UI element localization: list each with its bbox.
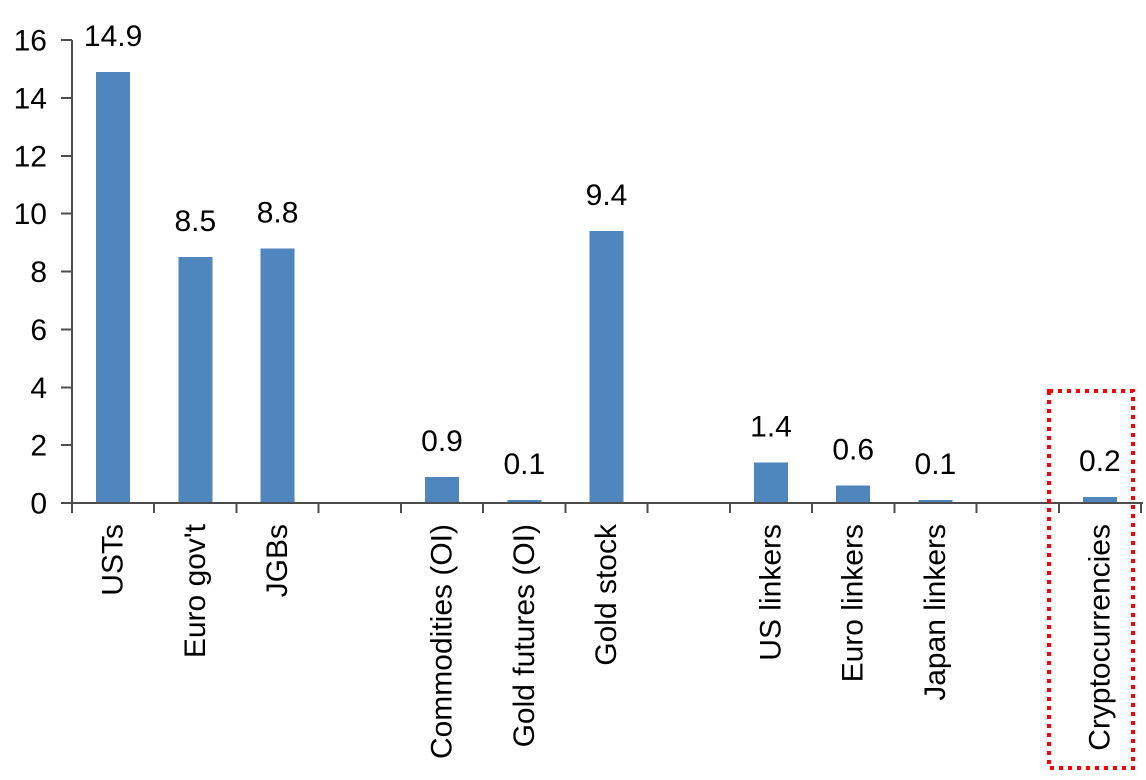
value-label-jgbs: 8.8 bbox=[257, 196, 299, 229]
category-label-japan-linkers: Japan linkers bbox=[919, 524, 952, 701]
y-tick-label: 8 bbox=[30, 256, 47, 289]
category-label-cryptocurrencies: Cryptocurrencies bbox=[1083, 524, 1116, 751]
y-tick-label: 10 bbox=[14, 198, 47, 231]
bar-euro-linkers bbox=[836, 485, 871, 503]
bar-cryptocurrencies bbox=[1082, 497, 1117, 503]
category-label-usts: USTs bbox=[97, 524, 130, 596]
y-tick-label: 0 bbox=[30, 488, 47, 521]
y-tick-label: 14 bbox=[14, 82, 47, 115]
value-label-usts: 14.9 bbox=[84, 20, 142, 53]
bar-euro-gov-t bbox=[178, 257, 213, 503]
value-label-euro-gov-t: 8.5 bbox=[174, 205, 216, 238]
bar-usts bbox=[96, 71, 131, 504]
bar-gold-stock bbox=[589, 231, 624, 503]
value-label-us-linkers: 1.4 bbox=[750, 411, 792, 444]
bar-us-linkers bbox=[754, 462, 788, 503]
value-label-cryptocurrencies: 0.2 bbox=[1079, 445, 1121, 478]
category-label-us-linkers: US linkers bbox=[755, 524, 788, 661]
value-label-commodities-oi: 0.9 bbox=[421, 425, 463, 458]
bar-japan-linkers bbox=[918, 500, 953, 503]
y-tick-label: 16 bbox=[14, 25, 47, 58]
category-label-jgbs: JGBs bbox=[261, 524, 294, 597]
highlight-box-cryptocurrencies bbox=[1047, 389, 1135, 770]
value-label-japan-linkers: 0.1 bbox=[915, 448, 957, 481]
y-tick-label: 2 bbox=[30, 430, 47, 463]
category-label-euro-gov-t: Euro gov't bbox=[179, 523, 212, 658]
bar-jgbs bbox=[260, 248, 295, 503]
bar-gold-futures-oi bbox=[507, 500, 542, 503]
value-label-gold-futures-oi: 0.1 bbox=[503, 448, 545, 481]
category-label-euro-linkers: Euro linkers bbox=[837, 524, 870, 682]
category-label-commodities-oi: Commodities (OI) bbox=[426, 524, 459, 759]
y-tick-label: 12 bbox=[14, 140, 47, 173]
category-label-gold-futures-oi: Gold futures (OI) bbox=[508, 524, 541, 747]
bar-commodities-oi bbox=[425, 477, 459, 503]
value-label-euro-linkers: 0.6 bbox=[832, 434, 874, 467]
y-tick-label: 4 bbox=[30, 372, 47, 405]
category-label-gold-stock: Gold stock bbox=[590, 523, 623, 666]
value-label-gold-stock: 9.4 bbox=[586, 179, 628, 212]
y-tick-label: 6 bbox=[30, 314, 47, 347]
